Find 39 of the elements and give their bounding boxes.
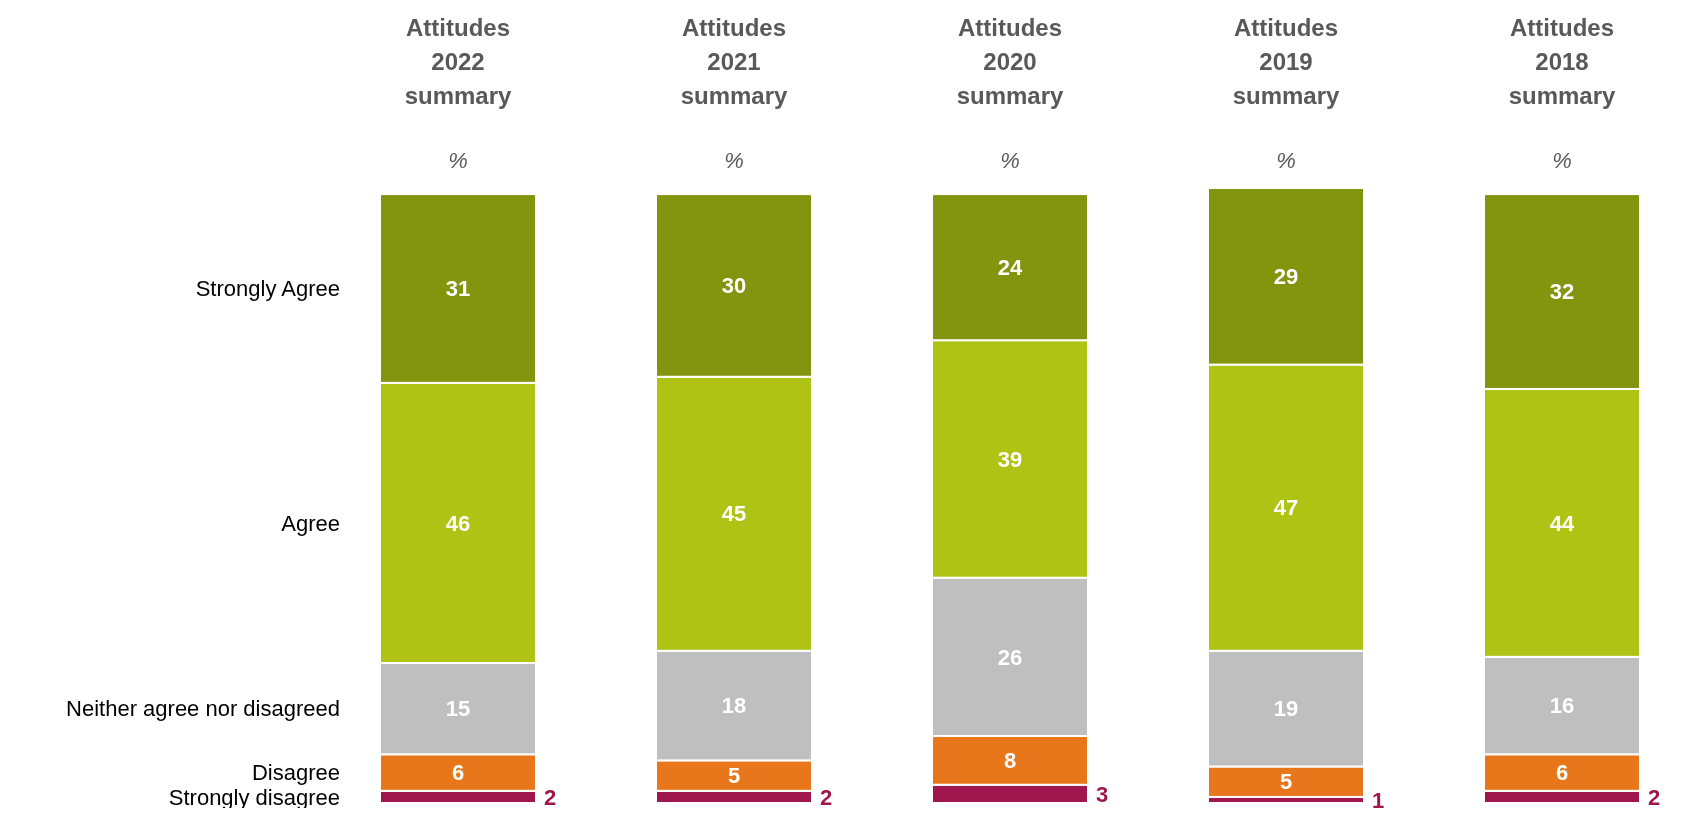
x-tick-label: Attitudes 2019 summary xyxy=(1232,14,1341,109)
data-label: 2 xyxy=(544,784,557,810)
data-label: 44 xyxy=(1549,510,1575,536)
text: % xyxy=(724,148,744,173)
data-label: 46 xyxy=(445,510,471,536)
data-label: 26 xyxy=(997,644,1023,670)
data-label: 30 xyxy=(721,273,747,299)
data-label: 6 xyxy=(451,760,465,786)
data-label: 15 xyxy=(445,696,471,722)
series-label: Neither agree nor disagreed xyxy=(66,696,340,722)
data-label: 18 xyxy=(721,693,747,719)
series-label: Agree xyxy=(281,510,340,536)
series-label: Strongly Agree xyxy=(195,276,340,302)
text: % xyxy=(1000,148,1020,173)
data-label: 6 xyxy=(1555,760,1569,786)
data-label: 16 xyxy=(1549,693,1575,719)
data-label: 47 xyxy=(1273,495,1299,521)
data-label: 19 xyxy=(1273,696,1299,722)
data-label: 31 xyxy=(445,276,471,302)
text: % xyxy=(1552,148,1572,173)
text: % xyxy=(1276,148,1296,173)
data-label: 1 xyxy=(1372,787,1385,813)
data-label: 32 xyxy=(1549,279,1575,305)
data-label: 3 xyxy=(1096,781,1109,807)
data-label: 39 xyxy=(997,446,1023,472)
data-label: 24 xyxy=(997,254,1023,280)
data-label: 5 xyxy=(1279,769,1293,795)
data-label: 5 xyxy=(727,763,741,789)
x-tick-label: Attitudes 2021 summary xyxy=(680,14,789,109)
data-label: 45 xyxy=(721,501,747,527)
text: % xyxy=(448,148,468,173)
x-tick-label: Attitudes 2020 summary xyxy=(956,14,1065,109)
data-label: 2 xyxy=(1648,784,1661,810)
data-label: 29 xyxy=(1273,263,1299,289)
x-tick-label: Attitudes 2022 summary xyxy=(404,14,513,109)
series-label: Disagree xyxy=(251,760,340,786)
data-label: 8 xyxy=(1003,748,1017,774)
x-tick-label: Attitudes 2018 summary xyxy=(1508,14,1617,109)
data-label: 2 xyxy=(820,784,833,810)
